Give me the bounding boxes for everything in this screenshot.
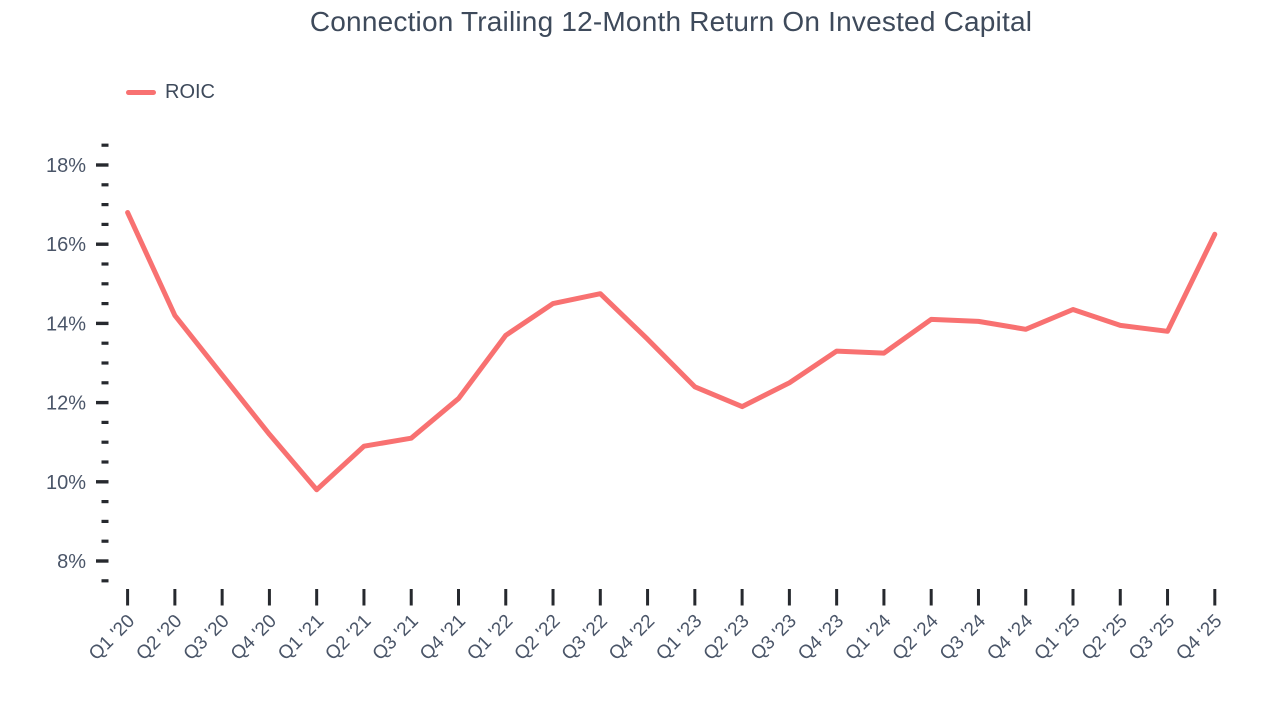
x-axis-tick-label: Q3 '23 — [747, 611, 801, 665]
x-axis-tick-label: Q3 '24 — [936, 610, 990, 664]
y-axis-tick-label: 14% — [46, 313, 86, 335]
x-axis-tick-label: Q4 '24 — [983, 610, 1037, 664]
x-axis-tick-label: Q1 '24 — [841, 610, 895, 664]
legend-label-roic: ROIC — [165, 81, 215, 103]
x-axis-tick-label: Q1 '23 — [652, 611, 706, 665]
x-axis-tick-label: Q2 '25 — [1078, 611, 1132, 665]
x-axis-tick-label: Q1 '25 — [1031, 611, 1085, 665]
x-axis-tick-label: Q1 '22 — [463, 611, 517, 665]
roic-series-line — [125, 210, 1218, 493]
x-axis-tick-label: Q4 '22 — [605, 611, 659, 665]
chart-title: Connection Trailing 12-Month Return On I… — [309, 6, 1033, 37]
x-axis-tick-label: Q4 '23 — [794, 611, 848, 665]
y-axis-tick-label: 16% — [46, 234, 86, 256]
x-axis-tick-label: Q4 '21 — [416, 611, 470, 665]
x-axis-tick-label: Q3 '21 — [369, 611, 423, 665]
x-axis-tick-label: Q1 '20 — [85, 611, 139, 665]
x-axis-tick-label: Q2 '20 — [132, 611, 186, 665]
legend-line-swatch — [126, 90, 156, 95]
x-axis-tick-label: Q1 '21 — [274, 611, 328, 665]
y-axis-tick-label: 10% — [46, 472, 86, 494]
y-axis-tick-label: 8% — [57, 551, 86, 573]
legend[interactable]: ROIC — [126, 81, 215, 104]
x-axis-tick-label: Q2 '22 — [511, 611, 565, 665]
x-axis-tick-label: Q2 '24 — [889, 610, 943, 664]
x-axis-tick-label: Q4 '25 — [1172, 611, 1226, 665]
x-axis-tick-label: Q2 '23 — [700, 611, 754, 665]
x-axis-tick-label: Q2 '21 — [321, 611, 375, 665]
y-axis-tick-label: 12% — [46, 393, 86, 415]
x-axis-tick-label: Q3 '20 — [180, 611, 234, 665]
x-axis-tick-label: Q3 '22 — [558, 611, 612, 665]
x-axis-tick-label: Q4 '20 — [227, 611, 281, 665]
x-axis-tick-label: Q3 '25 — [1125, 611, 1179, 665]
y-axis-tick-label: 18% — [46, 155, 86, 177]
